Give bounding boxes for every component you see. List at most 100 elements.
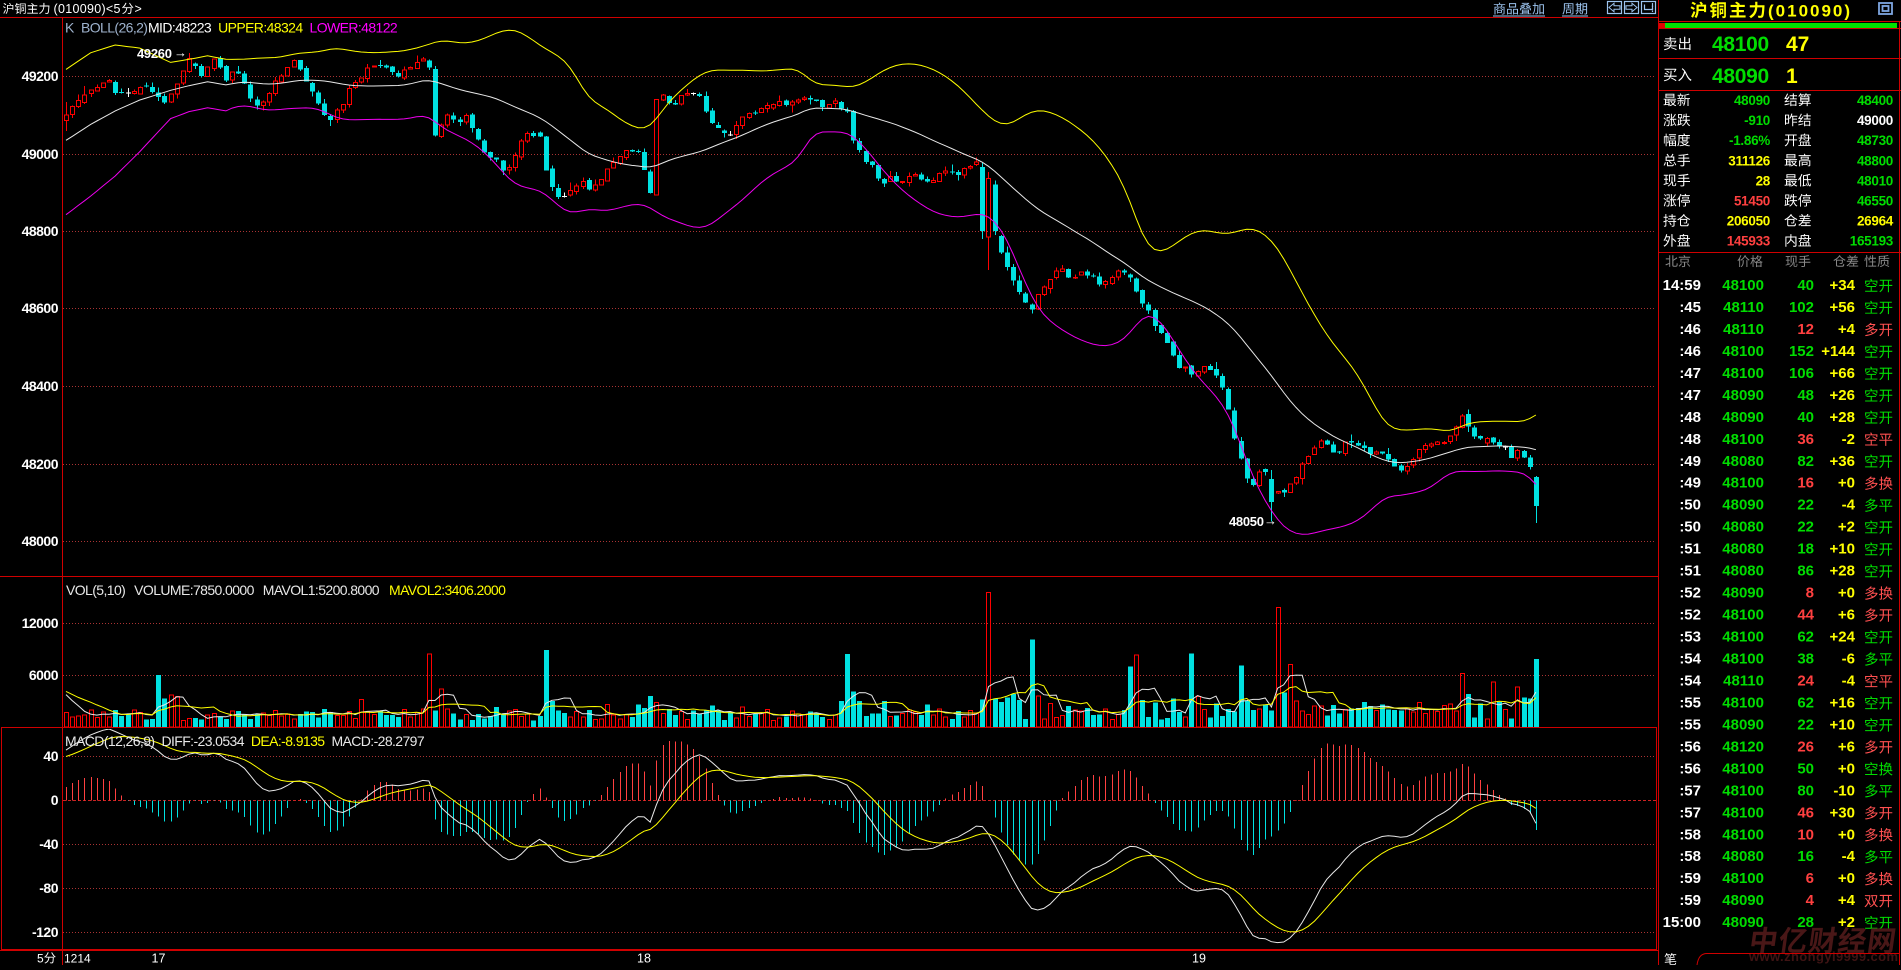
svg-text::55: :55 [1679, 716, 1701, 733]
svg-text:26: 26 [1797, 738, 1814, 755]
svg-text:48100: 48100 [1722, 277, 1764, 294]
svg-text:48100: 48100 [1722, 475, 1764, 492]
svg-text::57: :57 [1679, 782, 1701, 799]
svg-text:MAVOL2:3406.2000: MAVOL2:3406.2000 [389, 582, 506, 598]
svg-text:0: 0 [51, 792, 59, 808]
svg-text:18: 18 [637, 952, 651, 966]
svg-text:6: 6 [1806, 870, 1814, 887]
svg-text:-40: -40 [39, 836, 58, 852]
svg-text:48090: 48090 [1712, 65, 1769, 88]
svg-text:+144: +144 [1821, 343, 1855, 360]
svg-text::52: :52 [1679, 607, 1701, 624]
svg-text:48400: 48400 [22, 378, 59, 394]
svg-text:48100: 48100 [1722, 365, 1764, 382]
svg-text::56: :56 [1679, 738, 1701, 755]
svg-text:26964: 26964 [1857, 214, 1894, 229]
svg-text:48090: 48090 [1722, 914, 1764, 931]
svg-text:40: 40 [1797, 409, 1814, 426]
svg-text::52: :52 [1679, 585, 1701, 602]
svg-text::47: :47 [1679, 387, 1701, 404]
svg-text:48000: 48000 [22, 533, 59, 549]
svg-text:62: 62 [1797, 694, 1814, 711]
svg-text::46: :46 [1679, 343, 1701, 360]
svg-text:47: 47 [1786, 33, 1809, 56]
svg-text:82: 82 [1797, 453, 1814, 470]
svg-text:48080: 48080 [1722, 848, 1764, 865]
svg-text:5: 5 [37, 952, 44, 966]
svg-text:165193: 165193 [1850, 234, 1894, 249]
svg-text::49: :49 [1679, 475, 1701, 492]
svg-text:-4: -4 [1842, 673, 1856, 690]
svg-text:28: 28 [1797, 914, 1814, 931]
svg-text:48100: 48100 [1722, 870, 1764, 887]
svg-text:-2: -2 [1842, 431, 1855, 448]
svg-text:+28: +28 [1830, 409, 1855, 426]
svg-text:48110: 48110 [1723, 321, 1764, 338]
svg-text:48090: 48090 [1722, 497, 1764, 514]
svg-text::57: :57 [1679, 804, 1701, 821]
svg-text:48090: 48090 [1722, 716, 1764, 733]
svg-text:16: 16 [1797, 848, 1814, 865]
svg-text::59: :59 [1679, 870, 1701, 887]
svg-text:48100: 48100 [1722, 651, 1764, 668]
svg-text:+10: +10 [1830, 541, 1855, 558]
svg-text:145933: 145933 [1727, 234, 1771, 249]
svg-text:17: 17 [152, 952, 166, 966]
svg-text:-1.86%: -1.86% [1729, 133, 1770, 148]
svg-text:48: 48 [1797, 387, 1814, 404]
svg-text:6000: 6000 [29, 667, 59, 683]
svg-text:48730: 48730 [1857, 133, 1893, 148]
svg-text:+34: +34 [1830, 277, 1856, 294]
svg-text::58: :58 [1679, 826, 1701, 843]
svg-text:+0: +0 [1838, 870, 1855, 887]
svg-text:4: 4 [1806, 892, 1815, 909]
svg-text::51: :51 [1679, 541, 1701, 558]
svg-text:48110: 48110 [1723, 299, 1764, 316]
svg-text:(010090): (010090) [1768, 2, 1852, 21]
svg-text:VOL(5,10): VOL(5,10) [66, 582, 125, 598]
svg-text:MAVOL1:5200.8000: MAVOL1:5200.8000 [263, 582, 380, 598]
svg-text:+2: +2 [1838, 914, 1855, 931]
svg-text::50: :50 [1679, 497, 1701, 514]
svg-text:DIFF:-23.0534: DIFF:-23.0534 [161, 733, 244, 749]
svg-text:www.zhongyi9999.com: www.zhongyi9999.com [1748, 949, 1898, 964]
svg-text:14:59: 14:59 [1663, 277, 1701, 294]
svg-text:-10: -10 [1833, 782, 1855, 799]
svg-text:86: 86 [1797, 563, 1814, 580]
svg-text:102: 102 [1789, 299, 1814, 316]
svg-text:15:00: 15:00 [1663, 914, 1701, 931]
svg-text:12: 12 [1797, 321, 1814, 338]
svg-text:18: 18 [1797, 541, 1814, 558]
svg-text:44: 44 [1797, 607, 1814, 624]
svg-text:+16: +16 [1830, 694, 1855, 711]
svg-text:48080: 48080 [1722, 541, 1764, 558]
svg-text:48090: 48090 [1722, 409, 1764, 426]
svg-text:50: 50 [1797, 760, 1814, 777]
svg-text:12000: 12000 [22, 615, 59, 631]
svg-text:51450: 51450 [1734, 194, 1770, 209]
svg-text:+0: +0 [1838, 760, 1855, 777]
svg-text::55: :55 [1679, 694, 1701, 711]
svg-text:+6: +6 [1838, 738, 1855, 755]
svg-text:48100: 48100 [1722, 629, 1764, 646]
svg-text:→: → [174, 45, 187, 60]
svg-text:VOLUME:7850.0000: VOLUME:7850.0000 [134, 582, 254, 598]
svg-text:48090: 48090 [1734, 93, 1770, 108]
svg-text:48100: 48100 [1722, 826, 1764, 843]
svg-text:48090: 48090 [1722, 387, 1764, 404]
svg-text:MACD(12,26,9): MACD(12,26,9) [65, 733, 154, 749]
svg-text:22: 22 [1797, 497, 1814, 514]
svg-text:152: 152 [1789, 343, 1814, 360]
svg-text:→: → [1264, 513, 1277, 528]
svg-text:49000: 49000 [22, 146, 59, 162]
svg-text::48: :48 [1679, 409, 1701, 426]
svg-text:+0: +0 [1838, 475, 1855, 492]
svg-text:UPPER:48324: UPPER:48324 [218, 20, 303, 36]
svg-text:-4: -4 [1842, 497, 1856, 514]
svg-text:10: 10 [1797, 826, 1814, 843]
svg-text:+6: +6 [1838, 607, 1855, 624]
svg-text:48050: 48050 [1229, 514, 1264, 529]
svg-text:+36: +36 [1830, 453, 1855, 470]
svg-text:36: 36 [1797, 431, 1814, 448]
svg-text:48800: 48800 [22, 223, 59, 239]
